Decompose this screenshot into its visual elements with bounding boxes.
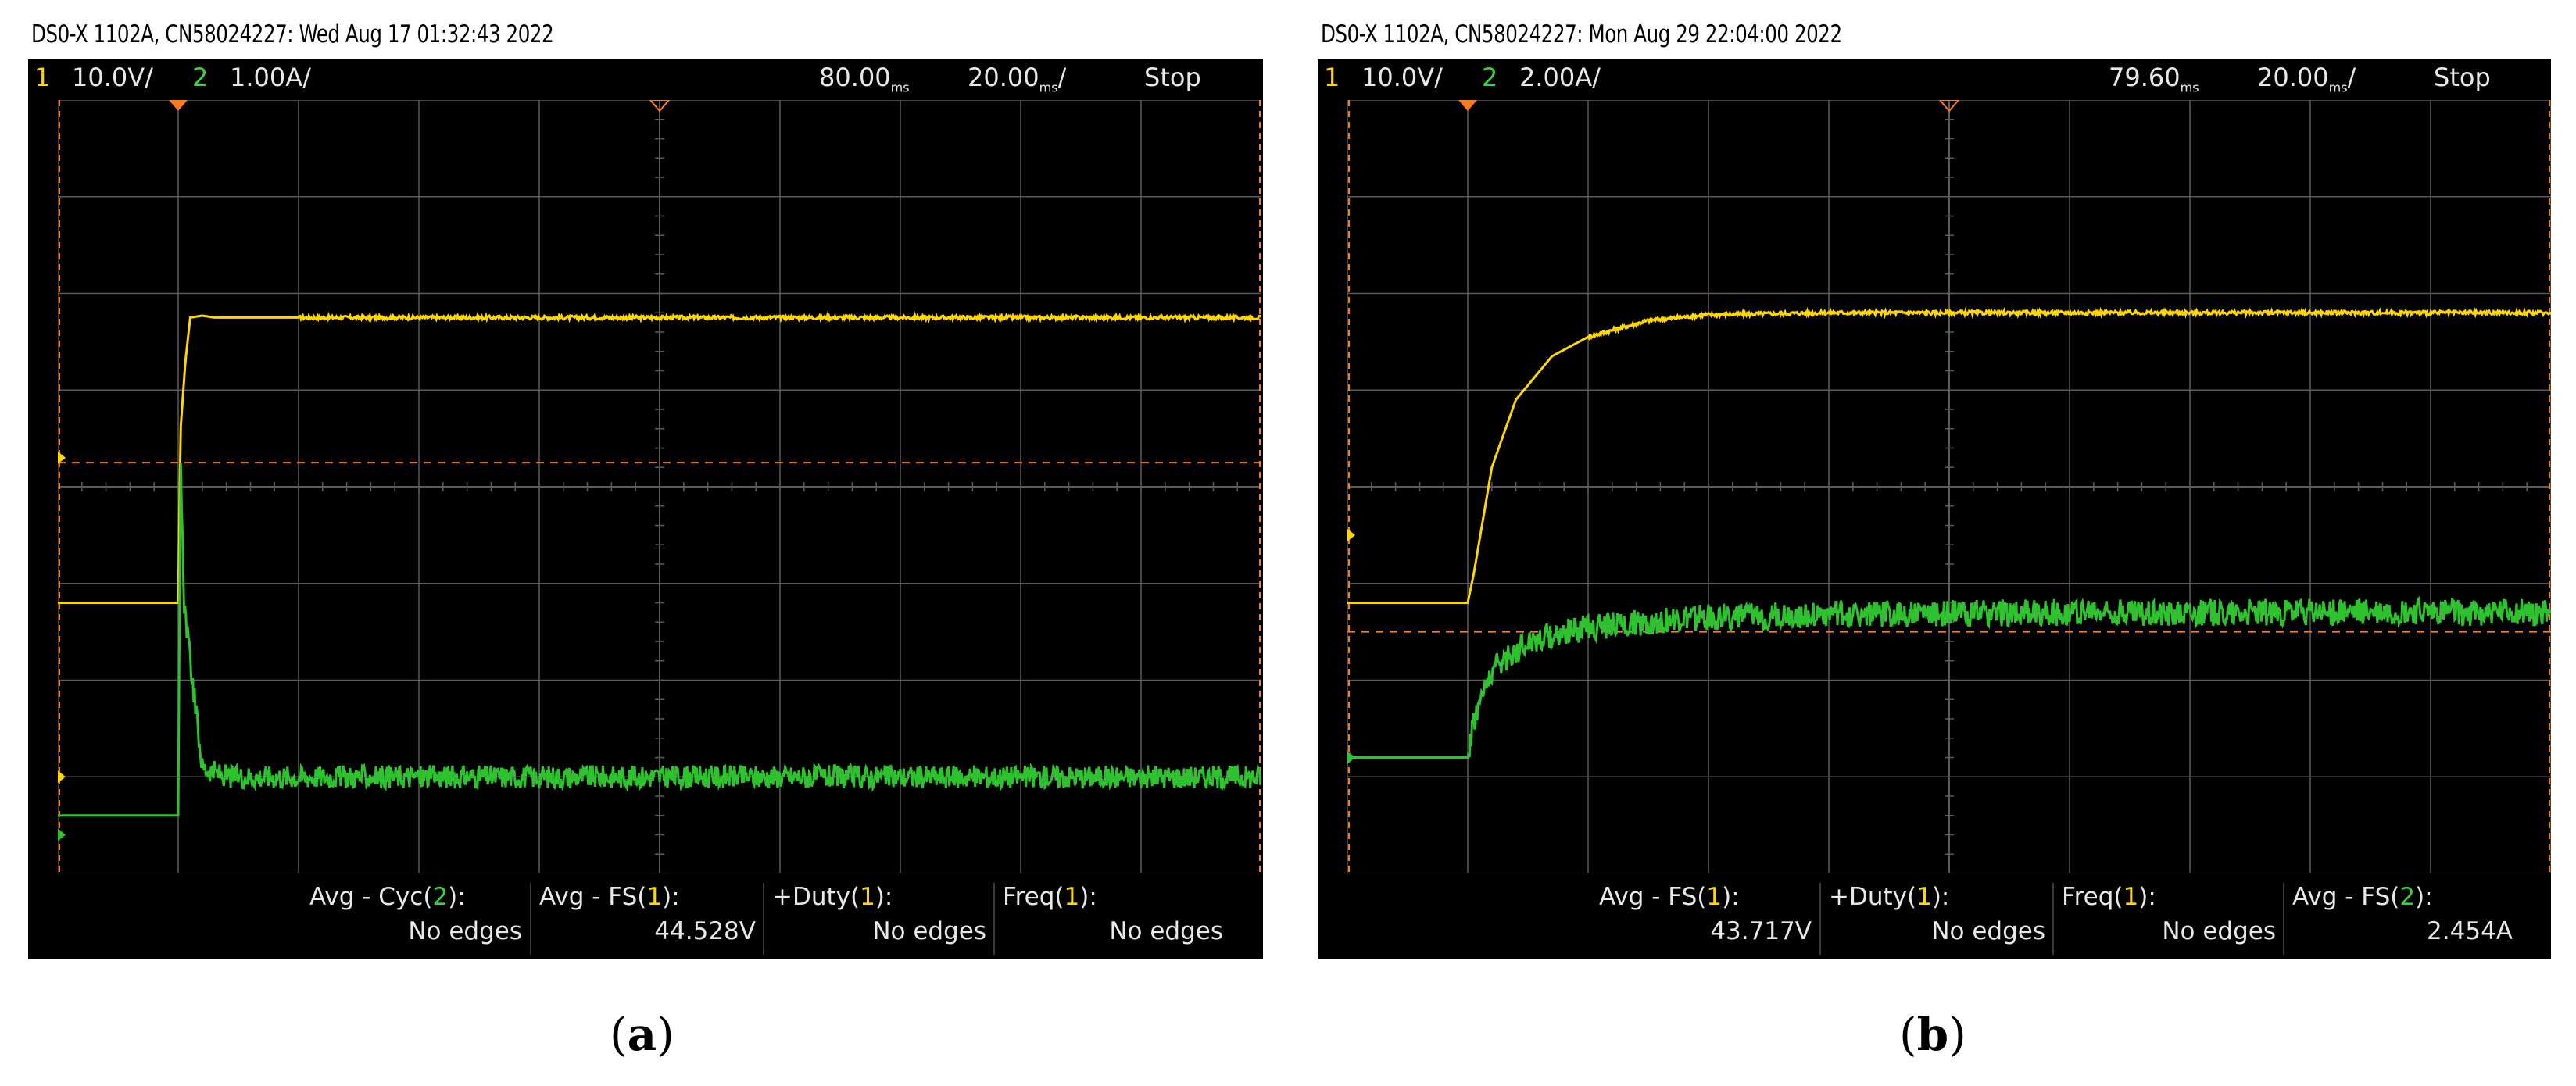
measurement-cell: +Duty(1): No edges: [1819, 883, 2052, 955]
ch1-trace: [58, 311, 1261, 604]
grid: [1347, 100, 2551, 873]
status-bar: 1 10.0V/ 2 2.00A/ 79.60ms 20.00ms/ Stop: [1318, 59, 2551, 95]
trigger-position: 80.00ms: [819, 63, 910, 95]
ch2-trace: [58, 463, 1261, 817]
scope-screen: 1 10.0V/ 2 2.00A/ 79.60ms 20.00ms/ Stop …: [1318, 59, 2551, 959]
center-marker: [1938, 100, 1960, 113]
center-marker: [649, 100, 671, 113]
panel-b: DS0-X 1102A, CN58024227: Mon Aug 29 22:0…: [1290, 0, 2551, 1086]
grid: [58, 100, 1261, 873]
measurement-label: +Duty(1):: [1829, 883, 1950, 911]
ch1-trace: [1347, 306, 2551, 604]
ch1-ground-marker: [58, 770, 66, 784]
waveform-plot: [1347, 100, 2551, 873]
ch2-number: 2: [192, 63, 209, 92]
measurement-value: No edges: [1109, 917, 1223, 945]
scope-screen: 1 10.0V/ 2 1.00A/ 80.00ms 20.00ms/ Stop …: [28, 59, 1263, 959]
measurement-cell: Avg - FS(1): 44.528V: [530, 883, 762, 955]
measurement-value: No edges: [1931, 917, 2045, 945]
measurement-value: 2.454A: [2427, 917, 2513, 945]
trigger-level-marker: [58, 451, 66, 464]
measurement-label: Avg - FS(1):: [1599, 883, 1740, 911]
measurement-bar: Avg - Cyc(2): No edges Avg - FS(1): 44.5…: [28, 878, 1263, 959]
ch2-trace: [1347, 595, 2551, 759]
scope-header: DS0-X 1102A, CN58024227: Mon Aug 29 22:0…: [1321, 20, 1842, 48]
ch1-number: 1: [34, 63, 51, 92]
measurement-value: No edges: [408, 917, 522, 945]
time-scale: 20.00ms/: [968, 63, 1067, 95]
measurement-label: +Duty(1):: [772, 883, 893, 911]
ch2-scale: 1.00A/: [230, 63, 311, 92]
run-state: Stop: [2434, 63, 2491, 92]
measurement-label: Freq(1):: [2062, 883, 2156, 911]
measurement-cell: Freq(1): No edges: [2052, 883, 2282, 955]
measurement-value: 43.717V: [1710, 917, 1812, 945]
run-state: Stop: [1144, 63, 1201, 92]
status-bar: 1 10.0V/ 2 1.00A/ 80.00ms 20.00ms/ Stop: [28, 59, 1263, 95]
ch1-scale: 10.0V/: [1361, 63, 1443, 92]
measurement-cell: Avg - FS(1): 43.717V: [1591, 883, 1818, 955]
waveform-svg: [58, 100, 1261, 873]
measurement-label: Freq(1):: [1003, 883, 1097, 911]
measurement-cell: +Duty(1): No edges: [763, 883, 993, 955]
waveform-svg: [1347, 100, 2551, 873]
measurement-cell: Freq(1): No edges: [993, 883, 1229, 955]
time-scale: 20.00ms/: [2257, 63, 2356, 95]
measurement-label: Avg - Cyc(2):: [309, 883, 466, 911]
measurement-value: No edges: [872, 917, 986, 945]
measurement-cell: Avg - FS(2): 2.454A: [2283, 883, 2519, 955]
measurement-bar: Avg - FS(1): 43.717V +Duty(1): No edges …: [1318, 878, 2551, 959]
ch2-ground-marker: [58, 828, 66, 841]
ch2-scale: 2.00A/: [1519, 63, 1601, 92]
panel-caption: (a): [610, 1008, 674, 1061]
measurement-value: No edges: [2162, 917, 2276, 945]
ch2-number: 2: [1482, 63, 1498, 92]
measurement-cell: Avg - Cyc(2): No edges: [302, 883, 528, 955]
trigger-level-marker: [1347, 528, 1355, 541]
trigger-position: 79.60ms: [2109, 63, 2199, 95]
waveform-plot: [58, 100, 1261, 873]
measurement-value: 44.528V: [654, 917, 756, 945]
ch1-number: 1: [1324, 63, 1340, 92]
measurement-label: Avg - FS(2):: [2292, 883, 2433, 911]
measurement-label: Avg - FS(1):: [539, 883, 680, 911]
scope-header: DS0-X 1102A, CN58024227: Wed Aug 17 01:3…: [31, 20, 554, 48]
panel-a: DS0-X 1102A, CN58024227: Wed Aug 17 01:3…: [0, 0, 1263, 1086]
ch2-ground-marker: [1347, 751, 1355, 764]
ch1-scale: 10.0V/: [72, 63, 153, 92]
trigger-time-marker: [1458, 100, 1477, 111]
trigger-time-marker: [169, 100, 188, 111]
panel-caption: (b): [1899, 1008, 1966, 1061]
